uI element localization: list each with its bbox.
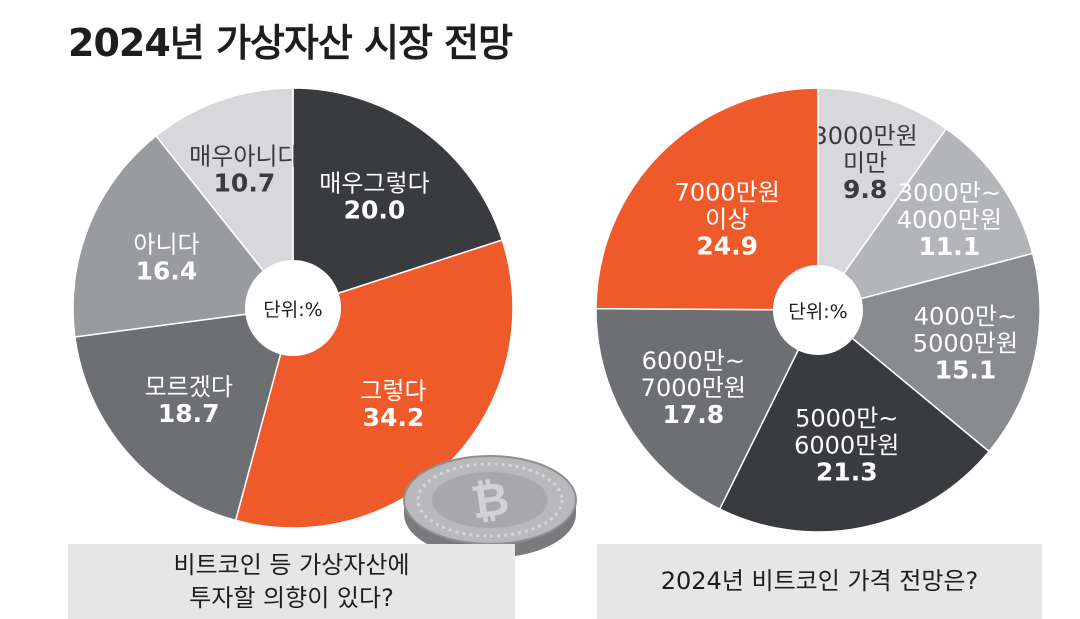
pie-slice xyxy=(595,307,820,511)
unit-label: 단위:% xyxy=(263,299,322,321)
pie-slice xyxy=(74,307,295,522)
slice-label: 3000만원 xyxy=(812,122,917,150)
pie-center-hole xyxy=(773,265,863,355)
slice-label: 5000만~ xyxy=(795,405,898,433)
pie-slice xyxy=(817,87,948,313)
pie-slice xyxy=(816,252,1041,453)
slice-value: 24.9 xyxy=(696,232,758,261)
slice-value: 34.2 xyxy=(363,403,425,432)
slice-label: 모르겠다 xyxy=(145,373,233,401)
slice-label: 매우그렇다 xyxy=(319,169,429,197)
pie-slice xyxy=(154,87,294,311)
slice-label: 미만 xyxy=(843,149,887,177)
bitcoin-coin-icon: ₿ xyxy=(403,455,577,558)
unit-label: 단위:% xyxy=(788,301,847,323)
slice-value: 21.3 xyxy=(816,458,878,487)
slice-value: 11.1 xyxy=(919,232,981,261)
slice-label: 그렇다 xyxy=(360,377,426,405)
svg-text:₿: ₿ xyxy=(468,471,513,530)
slice-value: 17.8 xyxy=(662,400,724,429)
right-chart-caption: 2024년 비트코인 가격 전망은? xyxy=(597,544,1042,619)
slice-label: 매우아니다 xyxy=(189,142,299,170)
page-title: 2024년 가상자산 시장 전망 xyxy=(68,21,513,65)
pie-slice xyxy=(292,87,504,310)
pie-slice xyxy=(816,127,1034,312)
slice-value: 20.0 xyxy=(344,195,406,224)
left-chart-caption: 비트코인 등 가상자산에 투자할 의향이 있다? xyxy=(68,544,515,619)
slice-label: 아니다 xyxy=(133,230,199,258)
slice-label: 3000만~ xyxy=(898,179,1001,207)
slice-label: 7000만원 xyxy=(675,179,780,207)
pie-center-hole xyxy=(245,260,341,356)
slice-value: 10.7 xyxy=(214,168,276,197)
slice-label: 6000만~ xyxy=(642,347,745,375)
slice-value: 15.1 xyxy=(935,355,997,384)
slice-label: 6000만원 xyxy=(794,432,899,460)
slice-value: 9.8 xyxy=(843,175,887,204)
slice-value: 16.4 xyxy=(136,256,198,285)
slice-value: 18.7 xyxy=(158,399,220,428)
slice-label: 5000만원 xyxy=(913,329,1018,357)
slice-label: 7000만원 xyxy=(641,374,746,402)
slice-label: 4000만~ xyxy=(914,302,1017,330)
pie-slice xyxy=(718,308,991,533)
slice-label: 이상 xyxy=(705,206,749,234)
pie-slice xyxy=(595,87,819,311)
pie-slice xyxy=(72,134,295,338)
slice-label: 4000만원 xyxy=(897,206,1002,234)
